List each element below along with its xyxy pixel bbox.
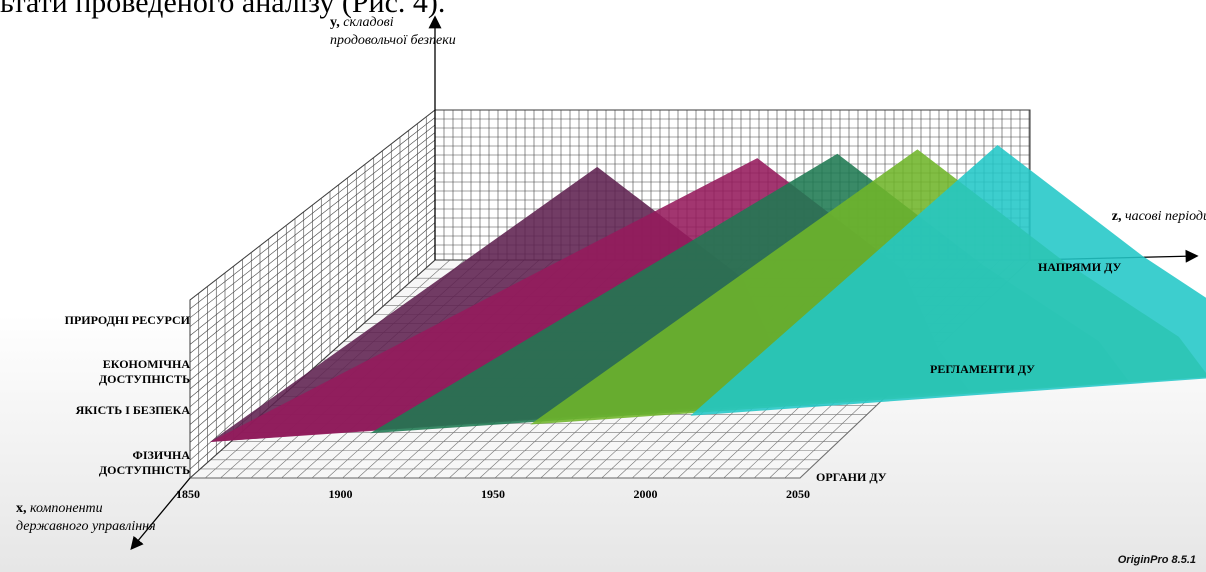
z-axis-title: z, часові періоди (1111, 209, 1206, 224)
side-grid-line (189, 147, 436, 345)
side-grid-line (189, 199, 436, 408)
surface-layers (210, 145, 1206, 442)
side-grid-line (189, 162, 436, 363)
side-grid-line (189, 229, 436, 443)
side-grid-line (189, 207, 436, 416)
side-grid-line (189, 177, 436, 381)
y-axis-title: y, складові продовольчої безпеки (330, 15, 456, 48)
side-grid-line (189, 109, 436, 301)
side-grid-line (189, 184, 436, 390)
y-category-label: ФІЗИЧНА ДОСТУПНІСТЬ (98, 448, 190, 477)
side-grid-line (189, 214, 436, 425)
x-tick-label: 1900 (328, 487, 353, 501)
x-axis-line (130, 477, 191, 551)
side-grid-line (189, 222, 436, 434)
x-axis-title: x, компоненти державного управління (16, 501, 156, 534)
x-tick-label: 1950 (481, 487, 505, 501)
x-tick-label: 2000 (633, 487, 658, 501)
side-grid-line (189, 154, 436, 354)
side-grid-line (189, 169, 436, 372)
side-grid-line (189, 132, 436, 327)
side-grid-line (189, 237, 436, 452)
side-grid-line (189, 117, 436, 310)
surface-layer-5 (690, 145, 1206, 416)
y-category-label: ЯКІСТЬ І БЕЗПЕКА (75, 403, 190, 417)
z-category-label: РЕГЛАМЕНТИ ДУ (930, 362, 1035, 376)
z-category-label: НАПРЯМИ ДУ (1038, 260, 1122, 274)
side-grid-line (189, 124, 436, 319)
side-grid-line (189, 192, 436, 399)
z-category-label: ОРГАНИ ДУ (816, 470, 887, 484)
x-tick-label: 1850 (176, 487, 200, 501)
y-category-label: ЕКОНОМІЧНА ДОСТУПНІСТЬ (98, 357, 190, 386)
software-watermark: OriginPro 8.5.1 (1117, 554, 1196, 566)
x-tick-label: 2050 (786, 487, 810, 501)
side-grid-line (189, 139, 436, 336)
side-grid-line (189, 244, 436, 461)
side-grid-line (189, 259, 436, 479)
y-category-label: ПРИРОДНІ РЕСУРСИ (64, 313, 190, 327)
page-caption: ьтати проведеного аналізу (Рис. 4). (0, 0, 446, 19)
